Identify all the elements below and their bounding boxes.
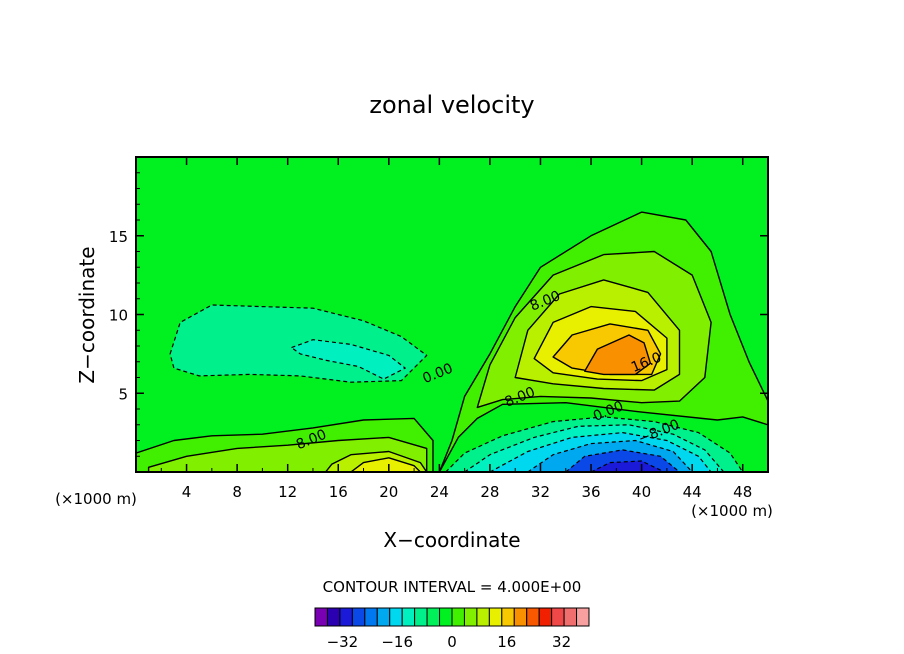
colorbar-swatch-3 <box>351 607 366 627</box>
x-tick-label-2: 12 <box>278 483 297 501</box>
contour-regions <box>136 211 768 472</box>
colorbar-swatch-20 <box>563 607 578 627</box>
colorbar-swatch-13 <box>476 607 490 627</box>
contour-region-11 <box>584 334 652 376</box>
colorbar-swatch-14 <box>488 607 503 627</box>
y-tick-label-0: 5 <box>118 385 128 403</box>
colorbar-swatch-4 <box>364 607 378 627</box>
y-axis-ticks: 5 10 15 <box>109 172 768 457</box>
x-axis-ticks: 4 8 12 16 20 24 28 32 36 40 44 48 <box>160 157 752 501</box>
x-tick-label-4: 20 <box>379 483 398 501</box>
x-tick-label-1: 8 <box>232 483 242 501</box>
colorbar-tick-label-3: 16 <box>497 633 516 651</box>
x-tick-label-0: 4 <box>182 483 192 501</box>
colorbar-swatch-1 <box>326 607 341 627</box>
y-axis-label: Z−coordinate <box>75 246 99 383</box>
colorbar-swatch-11 <box>451 607 465 627</box>
colorbar-swatch-5 <box>376 607 391 627</box>
x-tick-label-11: 48 <box>733 483 752 501</box>
x-tick-label-9: 40 <box>632 483 651 501</box>
contour-region-5 <box>290 339 406 380</box>
colorbar-tick-label-1: −16 <box>381 633 413 651</box>
plot-area <box>136 157 768 472</box>
colorbar-tick-label-0: −32 <box>327 633 359 651</box>
colorbar-swatch-12 <box>463 607 478 627</box>
colorbar-swatch-21 <box>576 607 590 627</box>
colorbar-swatch-19 <box>551 607 565 627</box>
x-tick-label-10: 44 <box>683 483 702 501</box>
contour-region-17 <box>590 460 666 472</box>
x-unit-right: (×1000 m) <box>691 502 773 520</box>
colorbar-swatch-17 <box>526 607 540 627</box>
colorbar-swatch-8 <box>414 607 428 627</box>
colorbar-swatch-0 <box>314 607 328 627</box>
x-unit-left: (×1000 m) <box>55 490 137 508</box>
colorbar <box>314 607 590 627</box>
colorbar-swatch-7 <box>401 607 416 627</box>
colorbar-swatch-16 <box>513 607 528 627</box>
colorbar-swatch-15 <box>501 607 515 627</box>
x-tick-label-7: 32 <box>531 483 550 501</box>
x-tick-label-5: 24 <box>430 483 449 501</box>
colorbar-swatch-9 <box>426 607 441 627</box>
colorbar-tick-label-4: 32 <box>552 633 571 651</box>
x-axis-label: X−coordinate <box>383 528 520 552</box>
chart-title: zonal velocity <box>369 91 534 119</box>
colorbar-swatch-2 <box>339 607 353 627</box>
colorbar-swatch-10 <box>439 607 453 627</box>
colorbar-swatch-18 <box>538 607 553 627</box>
contour-region-3 <box>350 457 422 472</box>
x-tick-label-3: 16 <box>329 483 348 501</box>
colorbar-tick-label-2: 0 <box>447 633 457 651</box>
y-tick-label-1: 10 <box>109 307 128 325</box>
x-tick-label-6: 28 <box>480 483 499 501</box>
x-tick-label-8: 36 <box>581 483 600 501</box>
y-tick-label-2: 15 <box>109 228 128 246</box>
colorbar-ticks: −32 −16 0 16 32 <box>327 633 572 651</box>
contour-interval-text: CONTOUR INTERVAL = 4.000E+00 <box>323 578 582 596</box>
colorbar-swatch-6 <box>389 607 403 627</box>
